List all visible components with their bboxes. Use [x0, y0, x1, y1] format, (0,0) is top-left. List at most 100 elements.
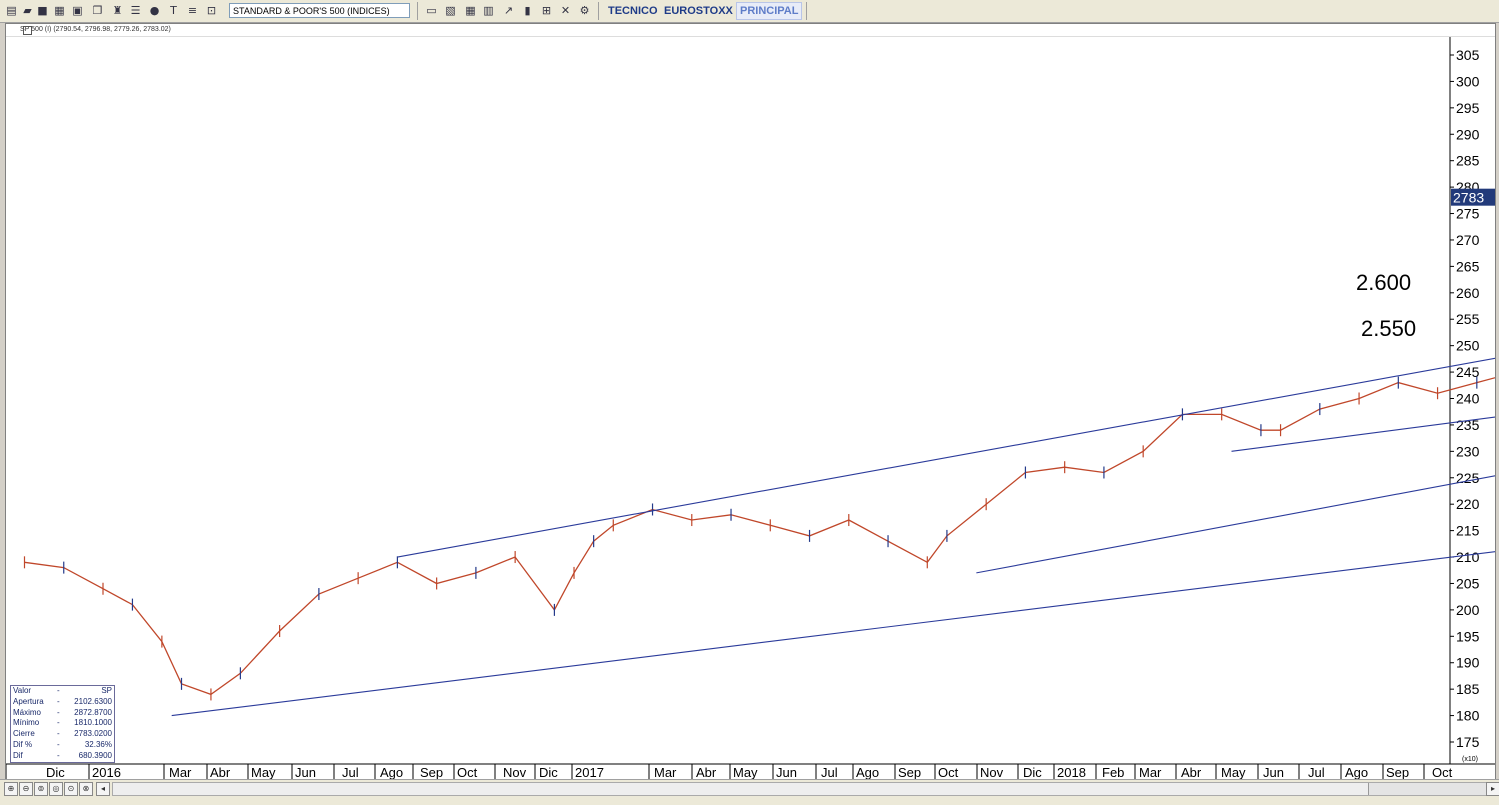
stats-value: 2102.6300 [74, 696, 112, 706]
y-tick-label: 250 [1456, 338, 1480, 354]
zoom-in-icon[interactable]: ⊕ [4, 782, 18, 796]
stats-value: 2783.0200 [74, 729, 112, 739]
line-chart-icon[interactable]: ↗ [503, 4, 514, 17]
y-tick-label: 175 [1456, 734, 1480, 750]
copy-icon[interactable]: ❐ [92, 4, 103, 17]
x-tick-label: Mar [169, 765, 192, 779]
stats-value: SP [101, 686, 112, 695]
y-tick-label: 285 [1456, 153, 1480, 169]
tab-principal[interactable]: PRINCIPAL [736, 2, 803, 20]
price-series-line [24, 377, 1495, 696]
symbol-selector[interactable]: STANDARD & POOR'S 500 (INDICES) [229, 3, 410, 18]
indicator-icon[interactable]: ▥ [483, 4, 494, 17]
trendline [171, 551, 1495, 717]
last-value-badge [1451, 188, 1495, 206]
save-icon[interactable]: ■ [37, 4, 48, 17]
list-icon[interactable]: ☰ [130, 4, 141, 17]
stats-value: 680.3900 [78, 750, 112, 760]
x-tick-label: Jun [776, 765, 797, 779]
stats-row: Dif % - 32.36% [11, 740, 114, 751]
scroll-track[interactable] [112, 782, 1495, 796]
stats-key: Valor [13, 686, 32, 695]
stats-dash: - [57, 707, 60, 717]
x-tick-label: May [1221, 765, 1246, 779]
scroll-right-icon[interactable]: ▸ [1486, 782, 1499, 796]
price-chart[interactable]: 3053002952902852802752702652602552502452… [6, 24, 1495, 779]
x-tick-label: Dic [1023, 765, 1042, 779]
new-file-icon[interactable]: ▤ [6, 4, 17, 17]
stats-key: Máximo [13, 707, 42, 717]
stats-key: Cierre [13, 729, 35, 739]
y-tick-label: 230 [1456, 443, 1480, 459]
y-tick-label: 270 [1456, 232, 1480, 248]
fit-window-icon[interactable]: ⊡ [206, 4, 217, 17]
scroll-thumb[interactable] [1368, 783, 1495, 795]
y-tick-label: 220 [1456, 496, 1480, 512]
text-tool-icon[interactable]: T [170, 4, 177, 17]
chart-frame: 305 300 295 290 285 280 275 270 265 260 255 250 245 2… [5, 23, 1496, 780]
quote-window-icon[interactable]: ▭ [426, 4, 437, 17]
x-tick-label: Abr [210, 765, 231, 779]
stats-row: Mínimo - 1810.1000 [11, 718, 114, 729]
window-icon [23, 26, 32, 35]
zoom-fit-icon[interactable]: ⊗ [79, 782, 93, 796]
open-folder-icon[interactable]: ▰ [23, 4, 32, 17]
delete-drawing-icon[interactable]: ✕ [560, 4, 571, 17]
stats-row: Cierre - 2783.0200 [11, 729, 114, 740]
tab-eurostoxx[interactable]: EUROSTOXX [664, 5, 733, 17]
x-tick-label: Jul [1308, 765, 1325, 779]
x-tick-label: Oct [938, 765, 959, 779]
object-list-icon[interactable]: ≡ [187, 4, 198, 17]
x-tick-label: May [733, 765, 758, 779]
y-tick-label: 260 [1456, 285, 1480, 301]
x-tick-label: Abr [1181, 765, 1202, 779]
stats-value: 1810.1000 [74, 718, 112, 728]
x-tick-label: Ago [1345, 765, 1368, 779]
y-tick-label: 305 [1456, 47, 1480, 63]
scroll-left-icon[interactable]: ◂ [96, 782, 110, 796]
x-tick-label: Nov [980, 765, 1004, 779]
y-tick-label: 205 [1456, 575, 1480, 591]
x-tick-label: Nov [503, 765, 527, 779]
x-tick-label: Jul [821, 765, 838, 779]
color-palette-icon[interactable]: ● [149, 4, 160, 17]
stats-dash: - [57, 739, 60, 749]
y-tick-label: 275 [1456, 206, 1480, 222]
zoom-chart-icon[interactable]: ⊞ [541, 4, 552, 17]
x-tick-label: Jun [1263, 765, 1284, 779]
y-tick-label: 265 [1456, 258, 1480, 274]
stats-dash: - [57, 729, 60, 739]
tab-tecnico[interactable]: TECNICO [608, 5, 658, 17]
print-icon[interactable]: ▦ [54, 4, 65, 17]
layout-icon[interactable]: ▧ [445, 4, 456, 17]
bar-chart-icon[interactable]: ▮ [524, 4, 531, 17]
stats-row: Apertura - 2102.6300 [11, 697, 114, 708]
y-tick-label: 180 [1456, 708, 1480, 724]
x-tick-label: 2016 [92, 765, 121, 779]
y-tick-label: 295 [1456, 100, 1480, 116]
zoom-range-icon[interactable]: ⊚ [34, 782, 48, 796]
stats-dash: - [57, 718, 60, 728]
x-tick-label: 2018 [1057, 765, 1086, 779]
x-tick-label: Oct [457, 765, 478, 779]
properties-icon[interactable]: ♜ [112, 4, 123, 17]
x-tick-label: Ago [380, 765, 403, 779]
x-tick-label: Jun [295, 765, 316, 779]
y-tick-label: 185 [1456, 681, 1480, 697]
y-tick-label: 225 [1456, 470, 1480, 486]
zoom-out-icon[interactable]: ⊖ [19, 782, 33, 796]
stats-key: Dif [13, 750, 23, 760]
toolbar-separator [806, 2, 807, 20]
stats-key: Mínimo [13, 718, 40, 728]
toolbar-separator [417, 2, 418, 20]
toolbar-separator [598, 2, 599, 20]
stats-key: Apertura [13, 696, 44, 706]
last-value-label: 2783 [1453, 190, 1484, 206]
ohlc-info: SP 500 (I) (2790.54, 2796.98, 2779.26, 2… [20, 26, 171, 33]
grid-icon[interactable]: ▦ [465, 4, 476, 17]
zoom-reset-icon[interactable]: ⊙ [64, 782, 78, 796]
stats-value: 2872.8700 [74, 707, 112, 717]
zoom-full-icon[interactable]: ◎ [49, 782, 63, 796]
print-preview-icon[interactable]: ▣ [72, 4, 83, 17]
settings-icon[interactable]: ⚙ [579, 4, 590, 17]
